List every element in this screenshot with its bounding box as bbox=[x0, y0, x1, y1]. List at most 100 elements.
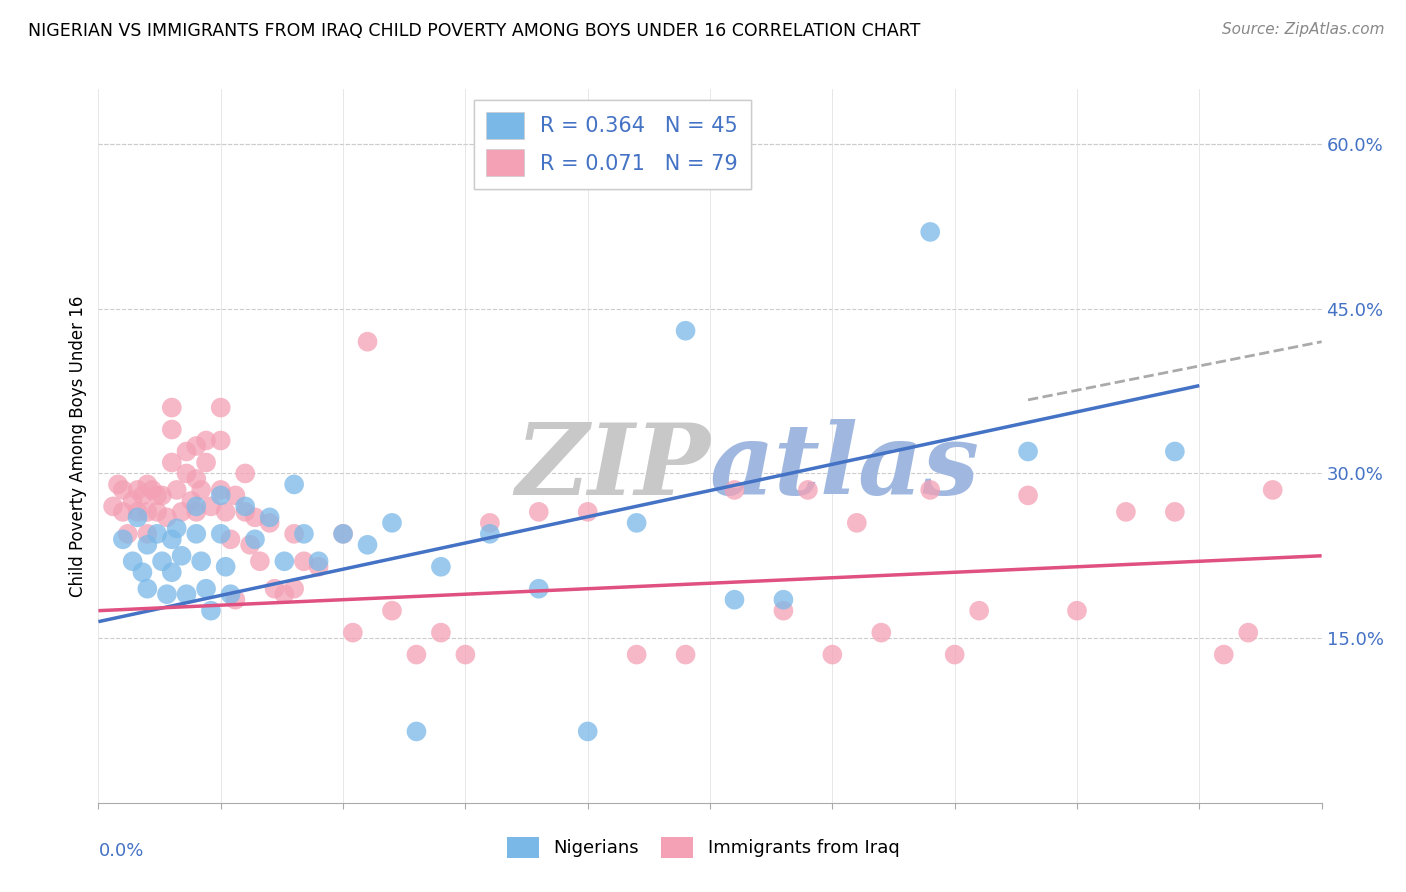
Point bbox=[273, 587, 295, 601]
Point bbox=[308, 554, 330, 568]
Point bbox=[332, 526, 354, 541]
Point bbox=[190, 554, 212, 568]
Point bbox=[259, 516, 281, 530]
Point bbox=[967, 604, 990, 618]
Point bbox=[214, 559, 236, 574]
Point bbox=[283, 526, 305, 541]
Point bbox=[200, 604, 222, 618]
Point bbox=[146, 526, 169, 541]
Point bbox=[160, 566, 183, 580]
Point bbox=[292, 554, 315, 568]
Point bbox=[136, 582, 159, 596]
Point bbox=[131, 566, 153, 580]
Point bbox=[156, 587, 179, 601]
Point bbox=[136, 526, 159, 541]
Point bbox=[186, 526, 208, 541]
Point bbox=[170, 505, 193, 519]
Point bbox=[219, 587, 242, 601]
Point bbox=[243, 510, 266, 524]
Point bbox=[160, 423, 183, 437]
Point bbox=[176, 587, 198, 601]
Point bbox=[259, 510, 281, 524]
Point bbox=[239, 538, 262, 552]
Point bbox=[943, 648, 966, 662]
Point bbox=[478, 526, 501, 541]
Point bbox=[127, 510, 149, 524]
Point bbox=[576, 724, 599, 739]
Point bbox=[156, 510, 179, 524]
Point bbox=[723, 592, 745, 607]
Point bbox=[121, 554, 143, 568]
Text: Source: ZipAtlas.com: Source: ZipAtlas.com bbox=[1222, 22, 1385, 37]
Point bbox=[292, 526, 315, 541]
Text: ZIP: ZIP bbox=[515, 419, 710, 516]
Point bbox=[214, 505, 236, 519]
Point bbox=[195, 582, 218, 596]
Point bbox=[127, 505, 149, 519]
Point bbox=[150, 488, 173, 502]
Point bbox=[1017, 444, 1039, 458]
Point bbox=[263, 582, 285, 596]
Point bbox=[1164, 505, 1187, 519]
Point bbox=[233, 505, 256, 519]
Point bbox=[845, 516, 868, 530]
Point bbox=[283, 582, 305, 596]
Point bbox=[209, 483, 232, 497]
Point bbox=[249, 554, 271, 568]
Point bbox=[176, 444, 198, 458]
Point bbox=[233, 500, 256, 514]
Point bbox=[772, 592, 794, 607]
Point bbox=[127, 483, 149, 497]
Point bbox=[190, 483, 212, 497]
Point bbox=[1237, 625, 1260, 640]
Point bbox=[160, 401, 183, 415]
Point bbox=[430, 559, 453, 574]
Point bbox=[136, 538, 159, 552]
Point bbox=[166, 483, 188, 497]
Point bbox=[332, 526, 354, 541]
Legend: Nigerians, Immigrants from Iraq: Nigerians, Immigrants from Iraq bbox=[499, 830, 907, 865]
Point bbox=[141, 483, 163, 497]
Point bbox=[723, 483, 745, 497]
Point bbox=[273, 554, 295, 568]
Point bbox=[136, 477, 159, 491]
Text: atlas: atlas bbox=[710, 419, 980, 516]
Point bbox=[920, 483, 942, 497]
Point bbox=[209, 488, 232, 502]
Point bbox=[821, 648, 844, 662]
Point bbox=[101, 500, 124, 514]
Point bbox=[111, 505, 134, 519]
Point bbox=[146, 488, 169, 502]
Point bbox=[209, 434, 232, 448]
Point bbox=[160, 533, 183, 547]
Point bbox=[195, 455, 218, 469]
Point bbox=[797, 483, 820, 497]
Point bbox=[146, 505, 169, 519]
Point bbox=[870, 625, 893, 640]
Y-axis label: Child Poverty Among Boys Under 16: Child Poverty Among Boys Under 16 bbox=[69, 295, 87, 597]
Text: NIGERIAN VS IMMIGRANTS FROM IRAQ CHILD POVERTY AMONG BOYS UNDER 16 CORRELATION C: NIGERIAN VS IMMIGRANTS FROM IRAQ CHILD P… bbox=[28, 22, 921, 40]
Point bbox=[1017, 488, 1039, 502]
Point bbox=[150, 554, 173, 568]
Point bbox=[166, 521, 188, 535]
Point bbox=[675, 648, 697, 662]
Point bbox=[200, 500, 222, 514]
Text: 0.0%: 0.0% bbox=[98, 842, 143, 860]
Point bbox=[186, 505, 208, 519]
Point bbox=[405, 648, 427, 662]
Point bbox=[283, 477, 305, 491]
Point bbox=[243, 533, 266, 547]
Point bbox=[186, 500, 208, 514]
Point bbox=[342, 625, 364, 640]
Point bbox=[224, 592, 246, 607]
Point bbox=[1115, 505, 1137, 519]
Point bbox=[176, 467, 198, 481]
Point bbox=[1261, 483, 1284, 497]
Point bbox=[356, 538, 378, 552]
Point bbox=[131, 488, 153, 502]
Point bbox=[111, 483, 134, 497]
Point bbox=[920, 225, 942, 239]
Point bbox=[136, 505, 159, 519]
Point bbox=[454, 648, 477, 662]
Point bbox=[219, 533, 242, 547]
